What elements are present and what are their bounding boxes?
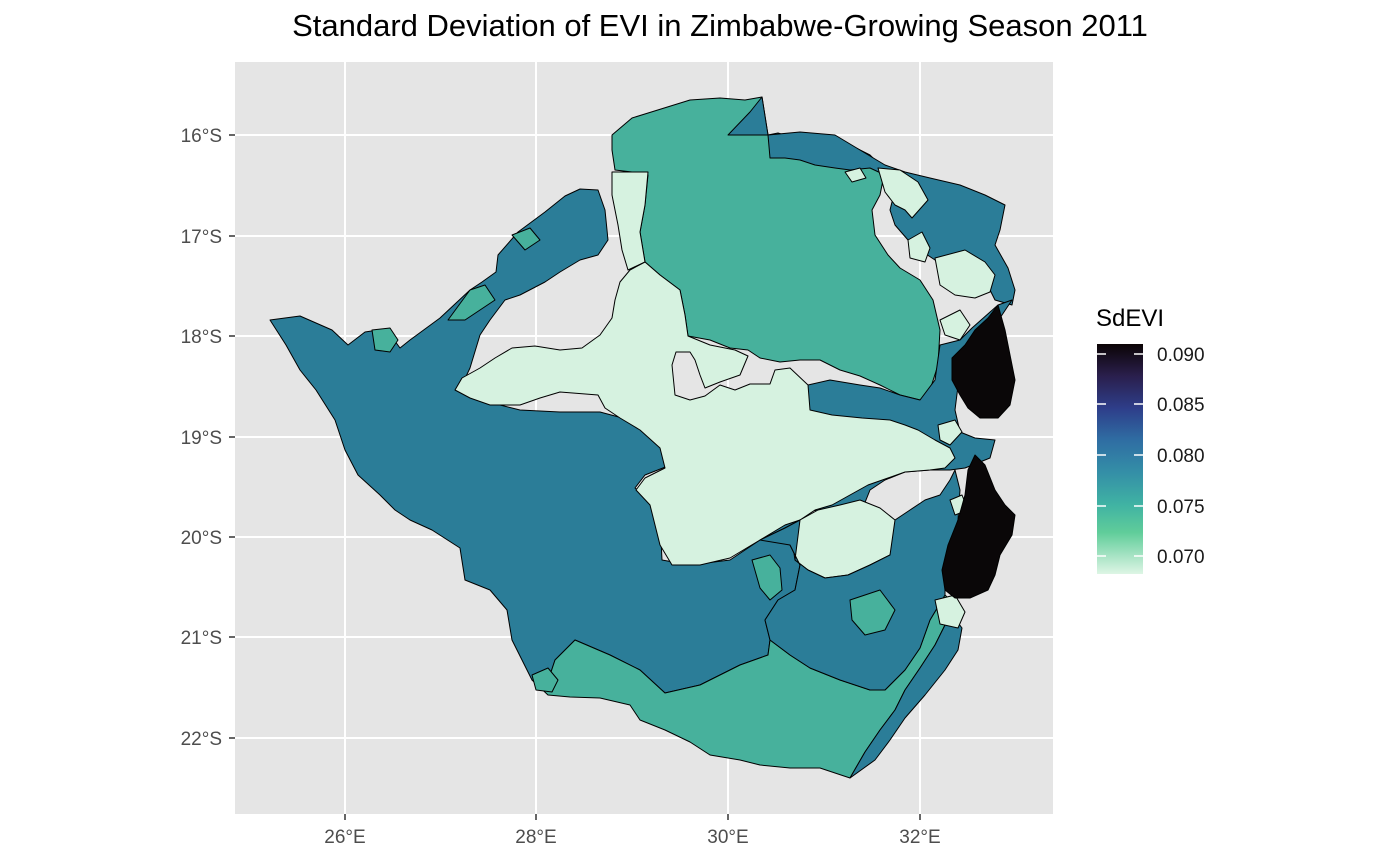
chart-title: Standard Deviation of EVI in Zimbabwe-Gr… [292, 8, 1148, 43]
x-axis-labels: 26°E 28°E 30°E 32°E [324, 827, 940, 848]
legend-label: 0.080 [1157, 446, 1205, 467]
region-central-light [454, 261, 956, 566]
legend-title: SdEVI [1096, 305, 1164, 332]
y-tick-label: 22°S [181, 729, 222, 750]
x-tick-label: 30°E [707, 827, 748, 848]
region-east-dark-south [941, 454, 1016, 599]
region-small-green-2 [447, 284, 496, 321]
x-tick-label: 32°E [899, 827, 940, 848]
region-ne-light-3 [934, 249, 996, 299]
region-small-green-6 [511, 227, 541, 251]
legend-label: 0.090 [1157, 345, 1205, 366]
axis-ticks [229, 134, 921, 820]
x-tick-label: 28°E [515, 827, 556, 848]
region-small-green-3 [751, 554, 783, 601]
region-small-green-5 [531, 667, 559, 693]
region-ne-light-2 [907, 231, 931, 263]
y-tick-label: 19°S [181, 428, 222, 449]
region-ne-light-5 [844, 167, 867, 183]
y-tick-label: 21°S [181, 628, 222, 649]
legend-label: 0.085 [1157, 395, 1205, 416]
map-regions [269, 96, 1016, 779]
y-tick-label: 18°S [181, 327, 222, 348]
y-axis-labels: 16°S 17°S 18°S 19°S 20°S 21°S 22°S [181, 126, 222, 750]
region-east-dark-north [951, 304, 1016, 419]
legend-colorbar [1097, 344, 1143, 574]
region-ne-light-1 [877, 167, 929, 219]
region-se-light-2 [937, 419, 963, 446]
y-tick-label: 20°S [181, 528, 222, 549]
region-small-green-4 [849, 589, 896, 636]
region-small-green-1 [371, 327, 399, 353]
y-tick-label: 17°S [181, 227, 222, 248]
legend-label: 0.070 [1157, 547, 1205, 568]
legend: SdEVI 0.090 0.085 0.080 0.075 0.070 [1096, 305, 1205, 574]
x-tick-label: 26°E [324, 827, 365, 848]
legend-label: 0.075 [1157, 497, 1205, 518]
legend-ticks [1097, 353, 1143, 557]
region-ne-light-4 [939, 309, 971, 341]
region-north-tongue [727, 96, 769, 136]
y-tick-label: 16°S [181, 126, 222, 147]
